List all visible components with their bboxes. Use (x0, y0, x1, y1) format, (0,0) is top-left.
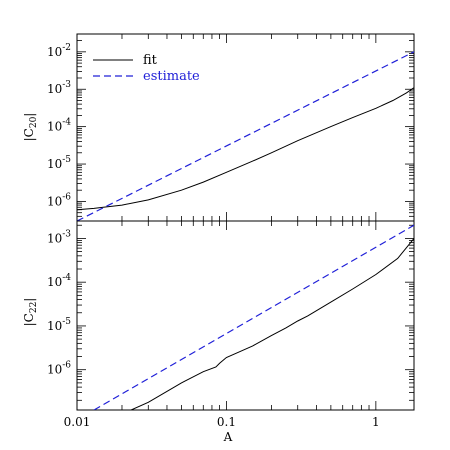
y-tick-exponent: -4 (62, 273, 71, 283)
y-tick-label: 10-3 (47, 229, 71, 245)
y-axis-label: |C22| (22, 298, 39, 327)
legend: fit estimate (93, 53, 200, 84)
series-group (77, 51, 414, 221)
y-tick-base: 10 (47, 157, 62, 171)
plot-frame (76, 220, 415, 411)
x-tick-label: 1 (372, 415, 380, 429)
x-tick-label: 0.1 (217, 415, 236, 429)
y-tick-label: 10-3 (47, 80, 71, 96)
legend-fit-label: fit (143, 53, 158, 68)
y-axis-label-main: |C (22, 313, 36, 326)
y-tick-exponent: -6 (62, 192, 71, 202)
y-tick-base: 10 (47, 194, 62, 208)
y-tick-base: 10 (47, 82, 62, 96)
y-tick-base: 10 (47, 45, 62, 59)
bottom-panel: 10-610-510-410-30.01 0.1 1|C22| (22, 220, 415, 429)
top-panel: 10-610-510-410-310-2|C20| (22, 33, 415, 222)
y-tick-label: 10-6 (47, 192, 71, 208)
y-tick-base: 10 (47, 275, 62, 289)
fit-series-line (130, 238, 414, 410)
legend-estimate-label: estimate (143, 69, 200, 84)
y-tick-exponent: -5 (62, 155, 71, 165)
series-group (93, 224, 414, 410)
estimate-series-line (93, 224, 414, 410)
plot-frame (76, 33, 415, 222)
estimate-series-line (77, 51, 414, 221)
y-axis-label-subscript: 22 (29, 302, 39, 313)
y-tick-label: 10-5 (47, 155, 71, 171)
fit-series-line (77, 87, 414, 211)
y-tick-exponent: -4 (62, 118, 71, 128)
y-tick-exponent: -2 (62, 43, 71, 53)
y-tick-base: 10 (47, 363, 62, 377)
x-axis-title: A (223, 430, 233, 444)
y-tick-label: 10-6 (47, 361, 71, 377)
y-tick-exponent: -6 (62, 361, 71, 371)
y-tick-label: 10-5 (47, 317, 71, 333)
y-axis-label-end: | (22, 113, 36, 117)
x-tick-label: 0.01 (64, 415, 91, 429)
x-axis-label: A (223, 430, 233, 444)
y-tick-exponent: -3 (62, 80, 71, 90)
y-axis-label: |C20| (22, 113, 39, 142)
y-tick-label: 10-4 (47, 273, 71, 289)
y-tick-base: 10 (47, 120, 62, 134)
y-tick-base: 10 (47, 319, 62, 333)
y-tick-exponent: -3 (62, 229, 71, 239)
y-axis-label-subscript: 20 (29, 116, 39, 128)
y-tick-base: 10 (47, 231, 62, 245)
y-axis-label-main: |C (22, 128, 36, 141)
y-tick-exponent: -5 (62, 317, 71, 327)
y-axis-label-end: | (22, 298, 36, 302)
y-tick-label: 10-4 (47, 118, 71, 134)
y-tick-label: 10-2 (47, 43, 71, 59)
